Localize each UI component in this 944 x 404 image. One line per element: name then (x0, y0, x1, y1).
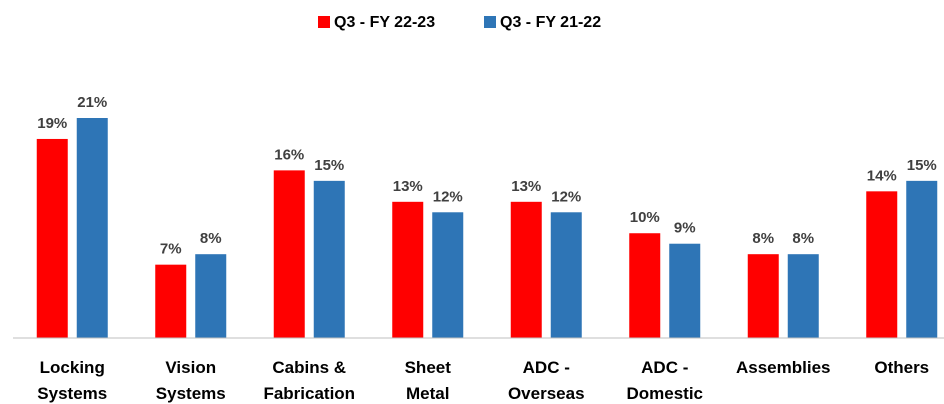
value-label: 8% (792, 230, 814, 247)
legend-label: Q3 - FY 21-22 (500, 14, 601, 31)
value-label: 14% (867, 167, 897, 184)
value-label: 10% (630, 209, 660, 226)
x-tick-label-line: Others (874, 358, 929, 377)
x-tick-label: ADC - Domestic (626, 358, 703, 403)
value-label: 8% (752, 230, 774, 247)
bar (787, 254, 819, 338)
x-tick-label: Cabins & Fabrication (263, 358, 355, 403)
value-label: 12% (551, 188, 581, 205)
value-label: 9% (674, 220, 696, 237)
x-tick-label: Locking Systems (37, 358, 107, 403)
x-tick-label: Assemblies (736, 358, 831, 377)
value-label: 7% (160, 241, 182, 258)
legend-label: Q3 - FY 22-23 (334, 14, 435, 31)
bar (155, 264, 187, 338)
value-label: 16% (274, 146, 304, 163)
bar (510, 201, 542, 338)
bar (629, 233, 661, 338)
bar (906, 180, 938, 338)
value-label: 12% (433, 188, 463, 205)
legend-swatch (318, 16, 330, 28)
bar (550, 212, 582, 338)
x-tick-label: Sheet Metal (405, 358, 452, 403)
x-tick-label-line: Fabrication (263, 384, 355, 403)
value-label: 13% (511, 178, 541, 195)
value-label: 13% (393, 178, 423, 195)
bar (76, 118, 108, 338)
value-label: 21% (77, 94, 107, 111)
bar (747, 254, 779, 338)
bar (313, 180, 345, 338)
x-tick-label-line: Overseas (508, 384, 585, 403)
bar (195, 254, 227, 338)
x-tick-label-line: Locking (40, 358, 105, 377)
bar (392, 201, 424, 338)
x-tick-label-line: Domestic (626, 384, 703, 403)
x-tick-label-line: Systems (156, 384, 226, 403)
x-tick-label-line: Systems (37, 384, 107, 403)
bar (669, 243, 701, 338)
value-label: 19% (37, 115, 67, 132)
x-tick-label: Vision Systems (156, 358, 226, 403)
value-label: 15% (314, 157, 344, 174)
x-tick-label-line: ADC - (641, 358, 688, 377)
x-tick-label: ADC - Overseas (508, 358, 585, 403)
value-label: 8% (200, 230, 222, 247)
x-tick-label-line: Sheet (405, 358, 452, 377)
bar (866, 191, 898, 338)
legend-swatch (484, 16, 496, 28)
bar (36, 138, 68, 338)
bar (432, 212, 464, 338)
x-tick-label-line: Cabins & (272, 358, 346, 377)
x-tick-label-line: Vision (165, 358, 216, 377)
x-tick-label-line: Assemblies (736, 358, 831, 377)
bar (273, 170, 305, 338)
value-label: 15% (907, 157, 937, 174)
x-tick-label-line: Metal (406, 384, 449, 403)
x-tick-label-line: ADC - (523, 358, 570, 377)
x-tick-label: Others (874, 358, 929, 377)
